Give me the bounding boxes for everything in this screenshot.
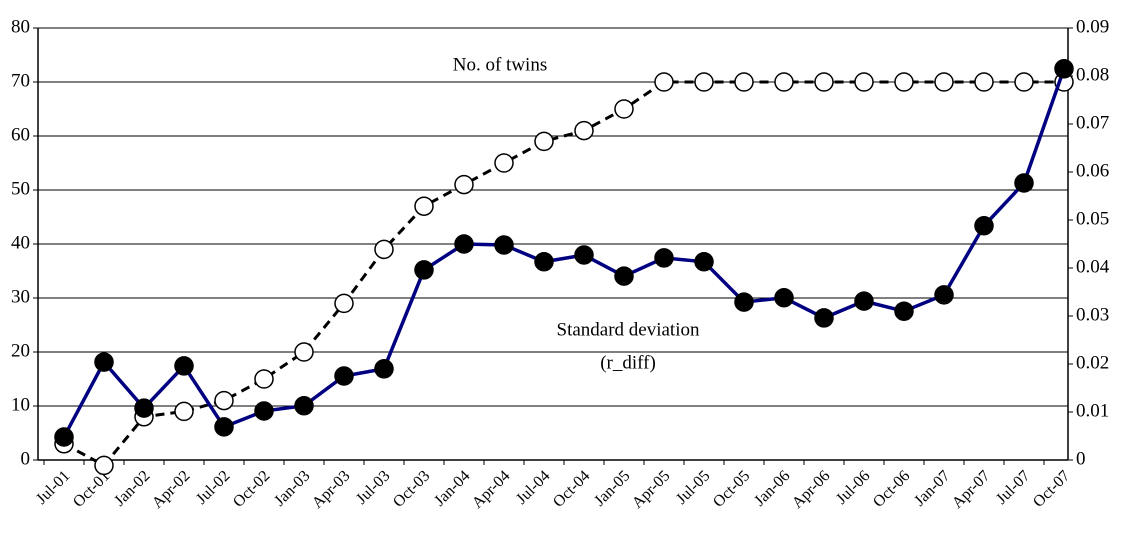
point <box>574 245 594 265</box>
x-tick-label: Oct-04 <box>550 467 593 510</box>
y2-tick-label: 0.04 <box>1076 256 1110 277</box>
series-line <box>62 68 1066 438</box>
x-tick-label: Jan-07 <box>911 467 953 509</box>
point <box>94 352 114 372</box>
point <box>294 396 314 416</box>
x-tick-label: Oct-07 <box>1030 467 1073 510</box>
point <box>734 292 754 312</box>
series-line <box>63 80 1064 468</box>
point <box>214 390 234 411</box>
point <box>574 120 594 141</box>
annotation: Standard deviation <box>557 319 700 340</box>
annotation: No. of twins <box>453 54 547 75</box>
point <box>614 266 634 286</box>
point <box>854 291 874 311</box>
point <box>694 72 714 92</box>
x-tick-label: Apr-06 <box>789 467 833 511</box>
point <box>1054 59 1074 79</box>
x-tick-label: Jul-01 <box>33 467 73 507</box>
point <box>454 234 474 254</box>
x-tick-label: Jul-04 <box>513 467 553 507</box>
x-tick-label: Jan-04 <box>431 467 473 509</box>
point <box>734 72 754 92</box>
point <box>774 72 794 92</box>
x-tick-label: Jul-05 <box>673 467 713 507</box>
point <box>934 285 954 305</box>
point <box>814 72 834 92</box>
x-tick-label: Jul-02 <box>193 467 233 507</box>
point <box>334 293 354 314</box>
point <box>174 401 194 422</box>
point <box>614 99 634 119</box>
annotation: (r_diff) <box>600 352 656 373</box>
point <box>894 301 914 321</box>
x-tick-label: Apr-04 <box>469 467 513 511</box>
point <box>414 196 434 216</box>
point <box>334 366 354 386</box>
y2-tick-label: 0.01 <box>1076 400 1109 421</box>
x-tick-label: Oct-05 <box>710 467 753 510</box>
x-tick-label: Apr-07 <box>949 467 993 511</box>
x-tick-label: Jul-07 <box>993 467 1033 507</box>
y2-tick-label: 0.03 <box>1076 304 1109 325</box>
point <box>1014 173 1034 193</box>
x-tick-label: Apr-05 <box>629 467 673 511</box>
point <box>374 359 394 379</box>
point <box>254 401 274 421</box>
x-tick-label: Jan-02 <box>111 467 153 509</box>
point <box>974 72 994 92</box>
point <box>534 252 554 272</box>
y-tick-label: 80 <box>11 16 30 37</box>
y-tick-label: 50 <box>11 178 30 199</box>
x-tick-label: Apr-03 <box>309 467 353 511</box>
point <box>654 72 674 92</box>
x-tick-label: Jan-06 <box>751 467 793 509</box>
y2-tick-label: 0.08 <box>1076 64 1109 85</box>
point <box>294 342 314 362</box>
x-tick-label: Oct-02 <box>230 467 273 510</box>
x-tick-label: Jan-03 <box>271 467 313 509</box>
point <box>494 153 514 173</box>
y2-tick-label: 0 <box>1076 448 1086 469</box>
point <box>854 72 874 92</box>
y2-tick-label: 0.05 <box>1076 208 1109 229</box>
point <box>174 356 194 376</box>
y2-tick-label: 0.09 <box>1076 16 1109 37</box>
point <box>814 308 834 328</box>
point <box>494 235 514 255</box>
x-tick-label: Jan-05 <box>591 467 633 509</box>
y2-tick-label: 0.07 <box>1076 112 1109 133</box>
point <box>94 455 114 476</box>
point <box>1014 72 1034 92</box>
y-tick-label: 70 <box>11 70 30 91</box>
y-tick-label: 40 <box>11 232 30 253</box>
point <box>774 288 794 308</box>
point <box>534 131 554 152</box>
x-tick-label: Apr-02 <box>149 467 193 511</box>
point <box>214 417 234 437</box>
point <box>974 216 994 236</box>
x-tick-label: Oct-03 <box>390 467 433 510</box>
y-tick-label: 60 <box>11 124 30 145</box>
x-tick-label: Jul-03 <box>353 467 393 507</box>
y-tick-label: 0 <box>21 448 31 469</box>
x-tick-label: Jul-06 <box>833 467 873 507</box>
x-tick-label: Oct-06 <box>870 467 913 510</box>
point <box>934 72 954 92</box>
y-tick-label: 10 <box>11 394 30 415</box>
point <box>254 369 274 389</box>
point <box>54 427 74 447</box>
point <box>654 248 674 268</box>
y2-tick-label: 0.06 <box>1076 160 1109 181</box>
point <box>454 174 474 195</box>
point <box>694 252 714 272</box>
point <box>374 239 394 260</box>
point <box>414 260 434 280</box>
y-tick-label: 30 <box>11 286 30 307</box>
y2-tick-label: 0.02 <box>1076 352 1109 373</box>
point <box>134 398 154 418</box>
y-tick-label: 20 <box>11 340 30 361</box>
point <box>894 72 914 92</box>
